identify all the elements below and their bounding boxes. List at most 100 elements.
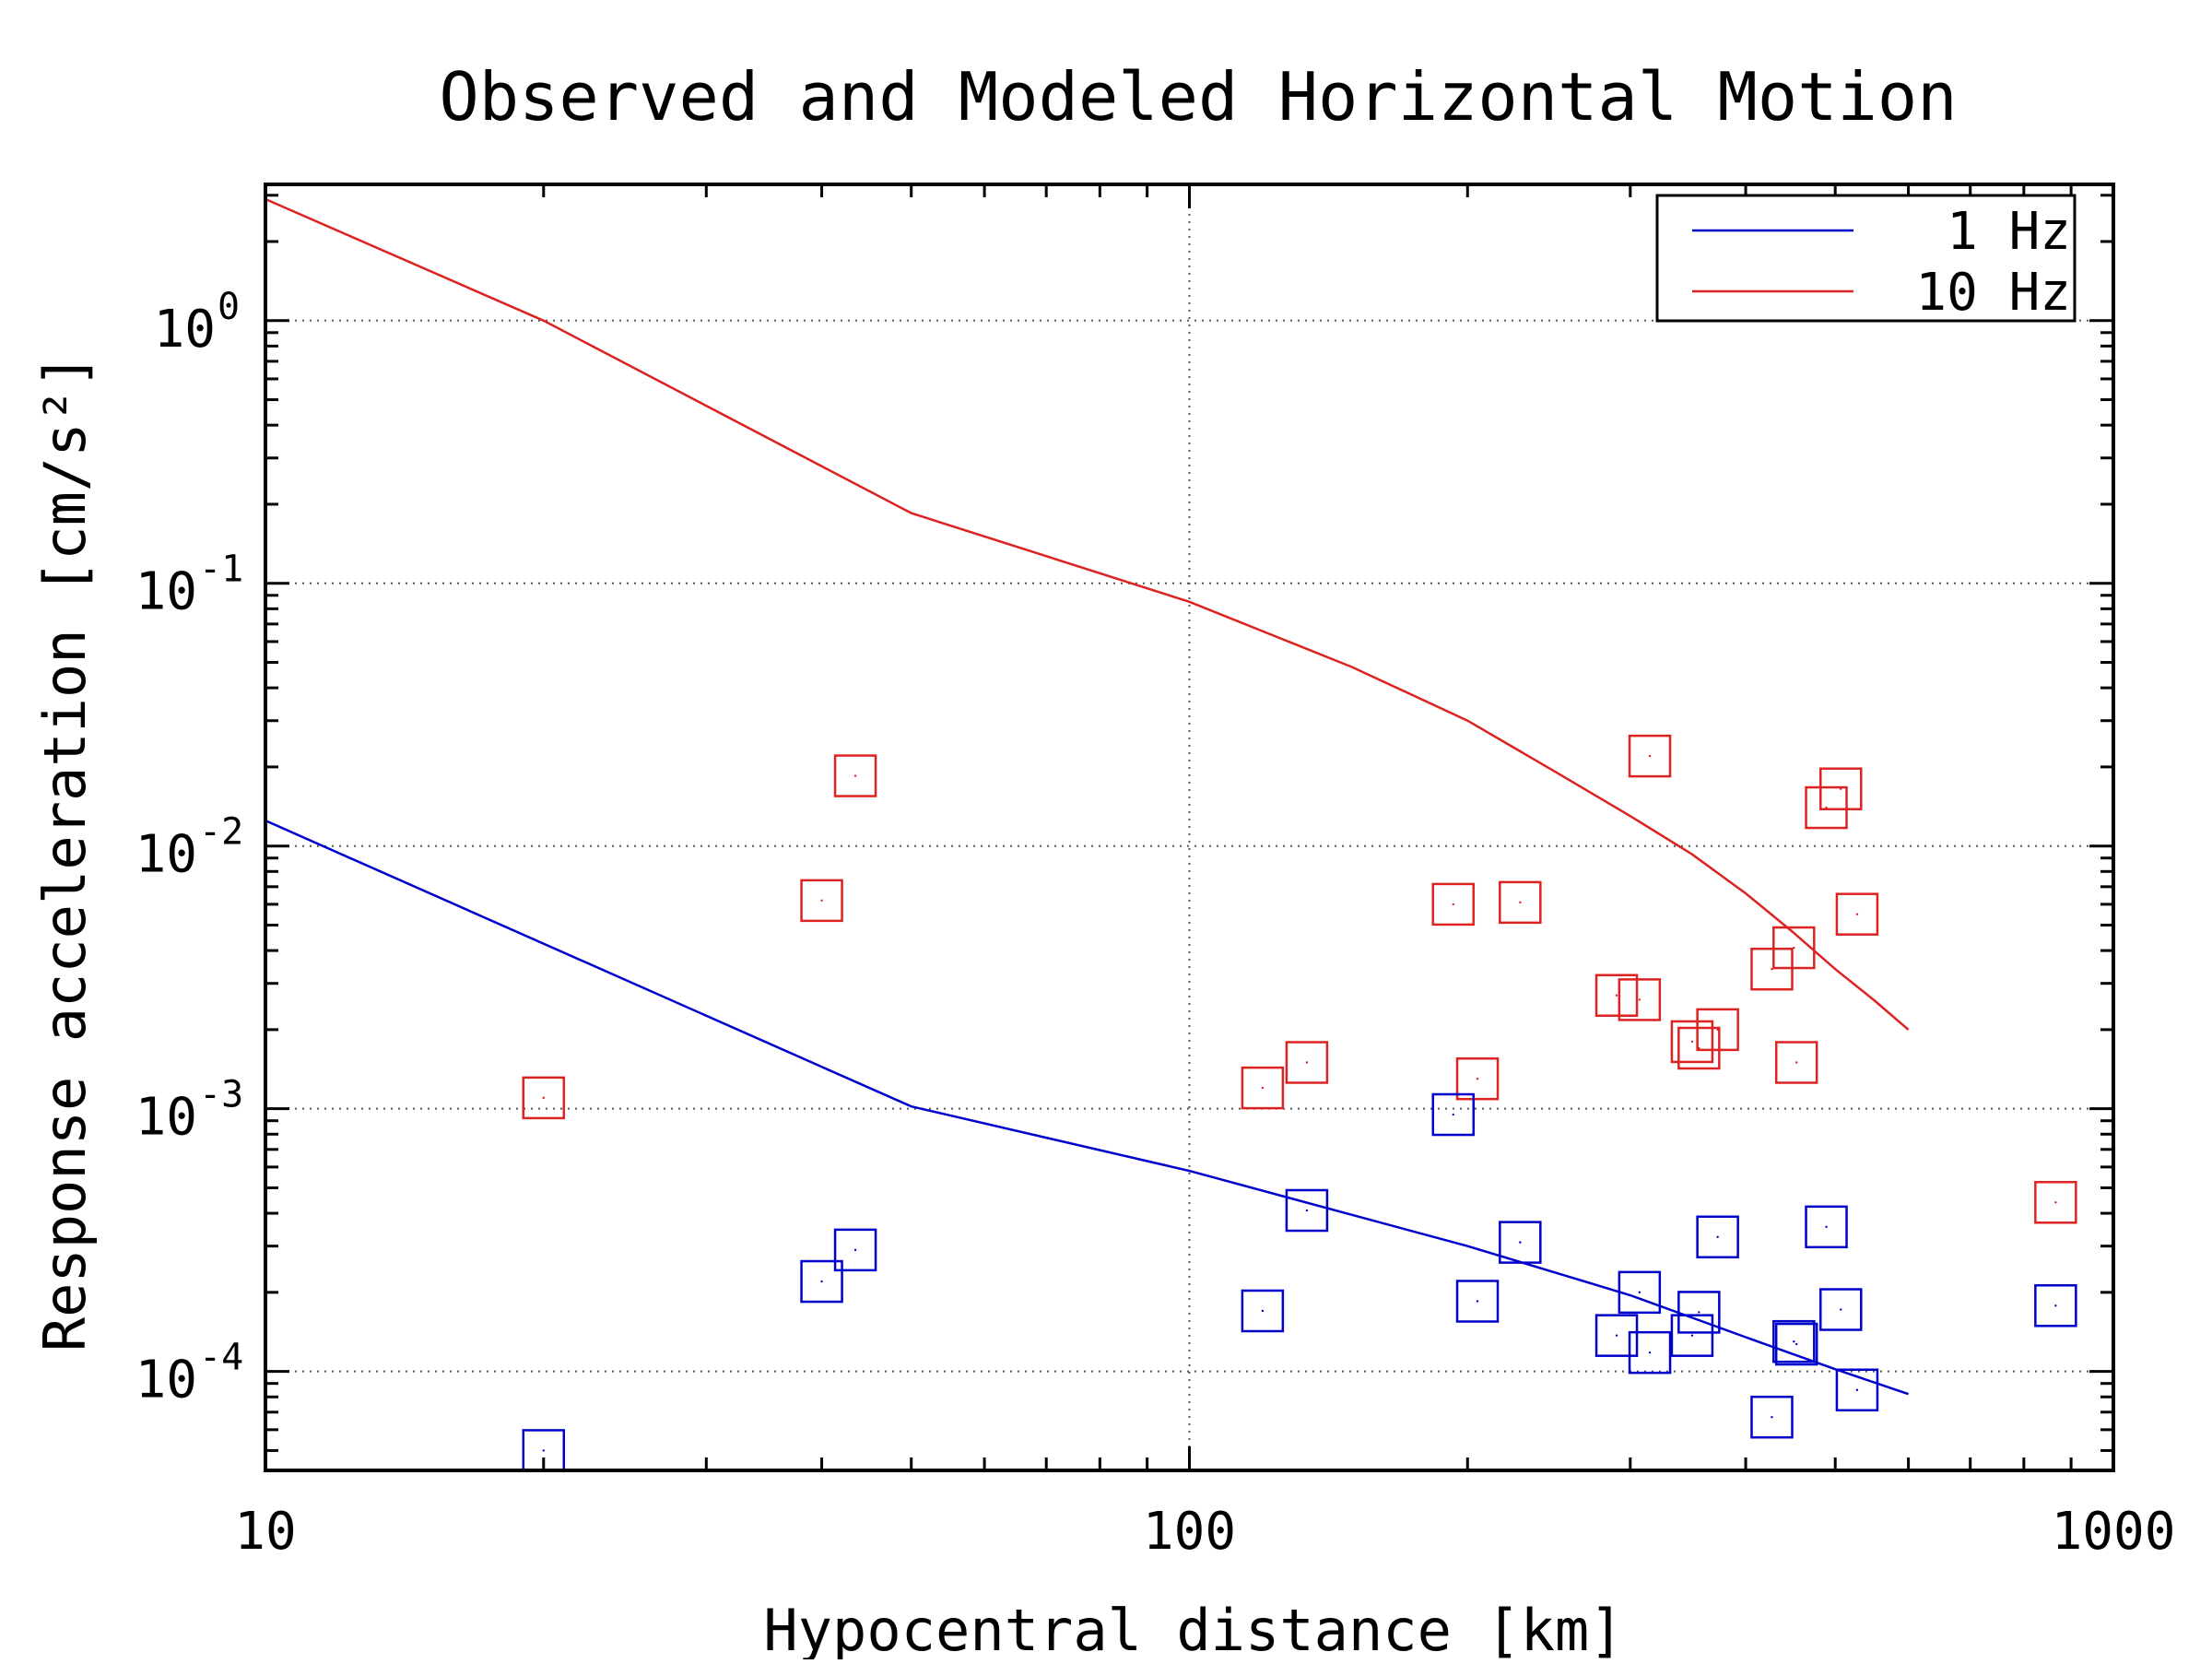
data-marker	[1670, 1020, 1714, 1064]
data-point-dot	[1305, 1209, 1309, 1212]
data-marker	[2034, 1284, 2077, 1328]
series-1-hz	[265, 819, 1910, 1396]
series-10-hz	[265, 197, 1910, 1031]
data-point-dot	[853, 774, 857, 777]
data-marker	[1594, 974, 1639, 1017]
chart-title: Observed and Modeled Horizontal Motion	[439, 58, 1957, 136]
y-tick-exponent: -4	[199, 1337, 243, 1379]
data-point-dot	[1690, 1040, 1694, 1044]
series-line	[265, 819, 1910, 1396]
data-marker	[1774, 1041, 1818, 1084]
data-point-dot	[820, 899, 823, 903]
data-point-dot	[1794, 1342, 1798, 1346]
data-point-dot	[1771, 1416, 1773, 1419]
y-tick-label: 10	[135, 1088, 197, 1148]
data-point-dot	[1615, 1334, 1618, 1337]
data-marker	[1499, 1221, 1542, 1264]
data-marker	[1499, 880, 1542, 925]
data-point-dot	[1519, 1241, 1522, 1244]
data-marker	[1618, 1270, 1662, 1315]
data-point-dot	[1840, 787, 1842, 790]
data-marker	[1628, 1330, 1672, 1375]
data-marker	[1431, 1092, 1476, 1137]
data-point-dot	[1476, 1077, 1479, 1080]
plot-frame	[264, 183, 2115, 1472]
data-point-dot	[2054, 1201, 2057, 1204]
data-point-dot	[1794, 1061, 1798, 1064]
data-marker	[1819, 1288, 1863, 1331]
legend-label: 1 Hz	[1947, 202, 2071, 262]
data-marker	[1772, 926, 1816, 970]
legend-box	[1655, 194, 2077, 323]
data-marker	[1431, 882, 1476, 926]
series-observed-1-hz	[522, 1092, 2077, 1472]
data-marker	[1772, 1319, 1816, 1363]
x-tick-label: 1000	[2052, 1502, 2176, 1562]
x-tick-label: 10	[234, 1502, 296, 1562]
data-marker	[1835, 1368, 1879, 1412]
data-marker	[1677, 1026, 1721, 1070]
data-marker	[800, 1259, 843, 1304]
data-marker	[1455, 1280, 1500, 1323]
y-tick-exponent: 0	[218, 286, 240, 328]
data-marker	[522, 1076, 566, 1120]
data-point-dot	[1855, 913, 1859, 915]
data-marker	[1774, 1322, 1818, 1366]
data-point-dot	[1716, 1235, 1719, 1238]
x-axis-label: Hypocentral distance [km]	[763, 1597, 1623, 1659]
data-point-dot	[1648, 754, 1652, 758]
series-line	[265, 197, 1910, 1031]
data-point-dot	[1793, 946, 1795, 950]
y-tick-label: 10	[135, 562, 197, 622]
data-point-dot	[1615, 994, 1618, 997]
series-observed-10-hz	[522, 734, 2077, 1224]
data-marker	[1455, 1056, 1500, 1101]
data-point-dot	[1840, 1308, 1842, 1311]
data-marker	[1618, 978, 1662, 1021]
data-point-dot	[1452, 1113, 1454, 1116]
data-marker	[1594, 1314, 1639, 1357]
data-point-dot	[1648, 1351, 1652, 1354]
data-marker	[1285, 1188, 1329, 1233]
data-point-dot	[1452, 903, 1454, 906]
y-tick-label: 10	[154, 300, 216, 360]
data-point-dot	[1698, 1311, 1700, 1314]
data-point-dot	[542, 1096, 545, 1100]
data-point-dot	[2054, 1304, 2057, 1307]
data-point-dot	[1519, 901, 1522, 904]
data-point-dot	[1638, 998, 1641, 1001]
y-axis-label: Response acceleration [cm/s²]	[31, 354, 99, 1352]
data-marker	[2034, 1181, 2077, 1224]
data-point-dot	[1638, 1291, 1641, 1294]
data-marker	[1677, 1291, 1721, 1334]
data-marker	[833, 754, 877, 797]
data-marker	[800, 879, 843, 923]
grid	[265, 184, 2113, 1470]
data-point-dot	[1825, 1225, 1828, 1229]
data-marker	[1241, 1289, 1285, 1333]
series-layer	[265, 197, 2077, 1472]
data-point-dot	[1476, 1300, 1479, 1303]
data-point-dot	[853, 1248, 857, 1252]
data-point-dot	[1305, 1061, 1309, 1064]
data-marker	[1285, 1041, 1329, 1084]
data-marker	[1696, 1215, 1739, 1259]
data-point-dot	[1793, 1339, 1795, 1343]
data-marker	[1241, 1066, 1285, 1110]
data-point-dot	[1855, 1388, 1859, 1391]
data-marker	[1805, 1205, 1848, 1249]
data-point-dot	[1690, 1334, 1694, 1337]
y-tick-exponent: -1	[199, 549, 243, 591]
data-point-dot	[1716, 1028, 1719, 1032]
y-tick-exponent: -3	[199, 1074, 243, 1116]
data-marker	[1696, 1008, 1739, 1052]
data-point-dot	[1261, 1086, 1265, 1090]
data-marker	[1835, 892, 1879, 936]
data-point-dot	[1261, 1309, 1265, 1313]
data-marker	[1628, 734, 1672, 778]
x-tick-label: 100	[1143, 1502, 1236, 1562]
legend-label: 10 Hz	[1915, 263, 2071, 323]
